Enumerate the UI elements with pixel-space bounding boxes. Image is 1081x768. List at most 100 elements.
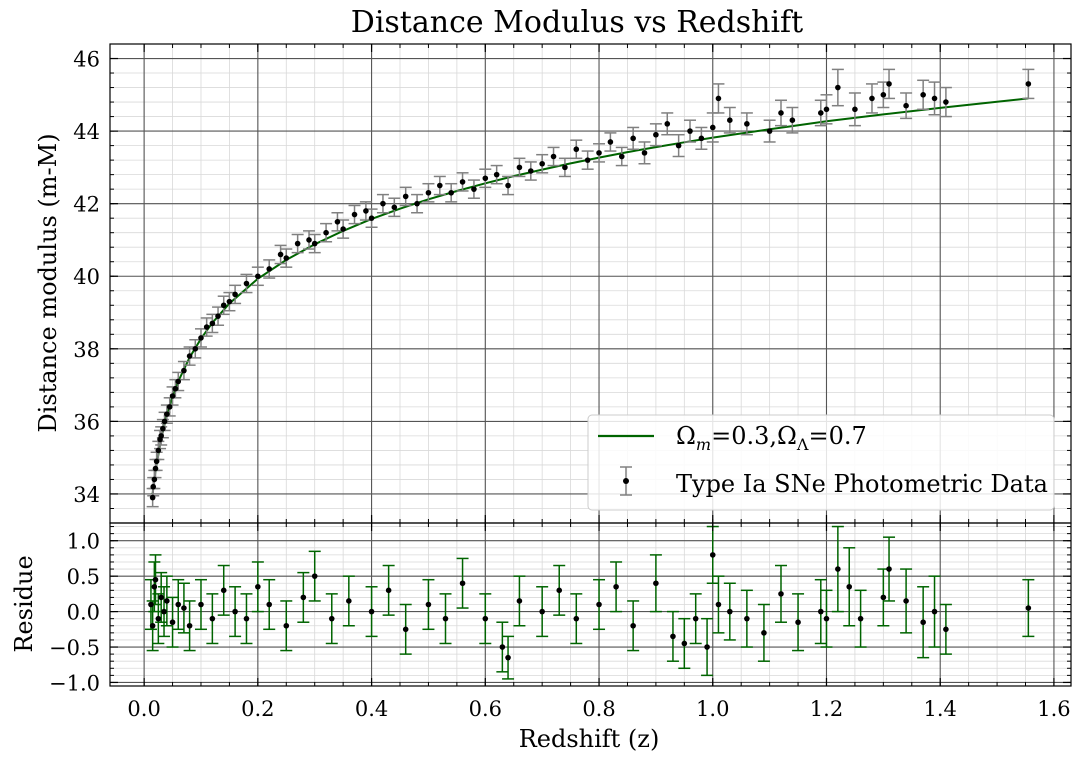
data-point bbox=[607, 139, 614, 145]
data-point bbox=[823, 106, 830, 113]
residual-point bbox=[232, 608, 238, 615]
residual-point bbox=[857, 615, 864, 622]
data-point bbox=[482, 175, 489, 182]
y-tick-label: 36 bbox=[73, 410, 100, 434]
y-tick-label: 42 bbox=[73, 193, 100, 217]
data-point bbox=[573, 146, 580, 153]
residual-point bbox=[198, 601, 204, 608]
residual-point bbox=[835, 566, 841, 572]
top-ticks bbox=[110, 43, 1071, 524]
residual-point bbox=[300, 594, 307, 601]
data-point bbox=[164, 411, 170, 417]
data-point bbox=[192, 346, 199, 352]
data-point bbox=[527, 168, 534, 174]
residual-point bbox=[402, 626, 409, 633]
residual-point bbox=[886, 566, 892, 572]
data-point bbox=[186, 353, 193, 359]
data-point bbox=[149, 494, 156, 501]
residual-point bbox=[499, 644, 506, 650]
residual-point bbox=[931, 608, 938, 615]
residual-point bbox=[164, 598, 170, 604]
data-point bbox=[158, 433, 164, 439]
residual-point bbox=[709, 552, 716, 558]
x-tick-label: 0.8 bbox=[582, 697, 615, 721]
data-point bbox=[425, 189, 432, 196]
data-point bbox=[255, 273, 261, 280]
residual-point bbox=[573, 615, 580, 622]
data-point bbox=[161, 418, 168, 425]
data-point bbox=[471, 186, 477, 192]
chart-title: Distance Modulus vs Redshift bbox=[351, 5, 803, 40]
data-point bbox=[1025, 81, 1032, 87]
residual-point bbox=[744, 615, 750, 622]
residual-point bbox=[778, 591, 784, 597]
data-point bbox=[294, 240, 301, 247]
data-point bbox=[155, 447, 162, 454]
data-point bbox=[215, 313, 221, 319]
legend-subscript-lambda: Λ bbox=[796, 435, 809, 454]
residual-point bbox=[761, 630, 767, 636]
residual-point bbox=[311, 573, 318, 579]
residual-point bbox=[161, 608, 167, 615]
residual-point bbox=[169, 619, 176, 626]
y-tick-label: 40 bbox=[73, 265, 100, 289]
data-point bbox=[869, 95, 875, 102]
data-point bbox=[232, 291, 238, 298]
y-tick-label: 44 bbox=[73, 120, 100, 144]
data-point bbox=[209, 320, 216, 327]
data-point bbox=[698, 135, 705, 142]
residual-point bbox=[346, 598, 352, 604]
residual-point bbox=[596, 601, 602, 608]
data-point bbox=[920, 92, 926, 98]
data-point bbox=[150, 483, 157, 490]
data-point bbox=[351, 211, 358, 218]
data-point bbox=[414, 200, 420, 207]
data-point bbox=[931, 95, 938, 102]
residual-point bbox=[459, 580, 466, 587]
residual-point bbox=[516, 598, 523, 604]
residual-point bbox=[155, 615, 162, 622]
data-point bbox=[203, 324, 210, 330]
residual-y-tick-label: −1.0 bbox=[49, 671, 100, 695]
data-point bbox=[550, 153, 557, 160]
residual-point bbox=[368, 608, 375, 615]
data-point bbox=[727, 117, 733, 124]
top-y-tick-labels: 34 36 38 40 42 44 46 bbox=[73, 48, 100, 507]
residual-point bbox=[243, 615, 250, 622]
bottom-minor-grid bbox=[110, 523, 1071, 686]
residual-point bbox=[186, 622, 193, 629]
residual-point bbox=[795, 619, 801, 626]
data-point bbox=[630, 135, 636, 142]
data-point bbox=[880, 92, 887, 98]
residual-point bbox=[692, 615, 699, 622]
data-point bbox=[715, 95, 722, 102]
data-point bbox=[596, 150, 602, 156]
legend-data-marker bbox=[623, 478, 629, 484]
data-point bbox=[778, 110, 784, 116]
residual-y-tick-label: 0.5 bbox=[67, 565, 100, 589]
residual-point bbox=[630, 622, 636, 629]
data-point bbox=[641, 150, 648, 156]
residual-point bbox=[1025, 605, 1032, 611]
data-point bbox=[675, 142, 682, 149]
legend-subscript-m: m bbox=[696, 435, 711, 454]
residual-y-tick-label: 1.0 bbox=[67, 530, 100, 554]
residual-point bbox=[148, 601, 154, 608]
x-tick-label: 1.6 bbox=[1037, 697, 1070, 721]
data-point bbox=[562, 164, 568, 171]
residual-point bbox=[681, 640, 688, 647]
data-point bbox=[323, 229, 329, 236]
data-point bbox=[744, 121, 750, 127]
data-point bbox=[340, 226, 346, 232]
residual-point bbox=[442, 615, 449, 622]
data-point bbox=[166, 404, 173, 410]
bottom-y-axis-label: Residue bbox=[10, 555, 38, 652]
data-point bbox=[886, 81, 892, 87]
data-point bbox=[283, 255, 290, 261]
data-point bbox=[687, 128, 693, 134]
data-point bbox=[172, 385, 179, 392]
data-point bbox=[380, 200, 386, 207]
data-point bbox=[618, 153, 625, 160]
data-point bbox=[153, 458, 160, 465]
